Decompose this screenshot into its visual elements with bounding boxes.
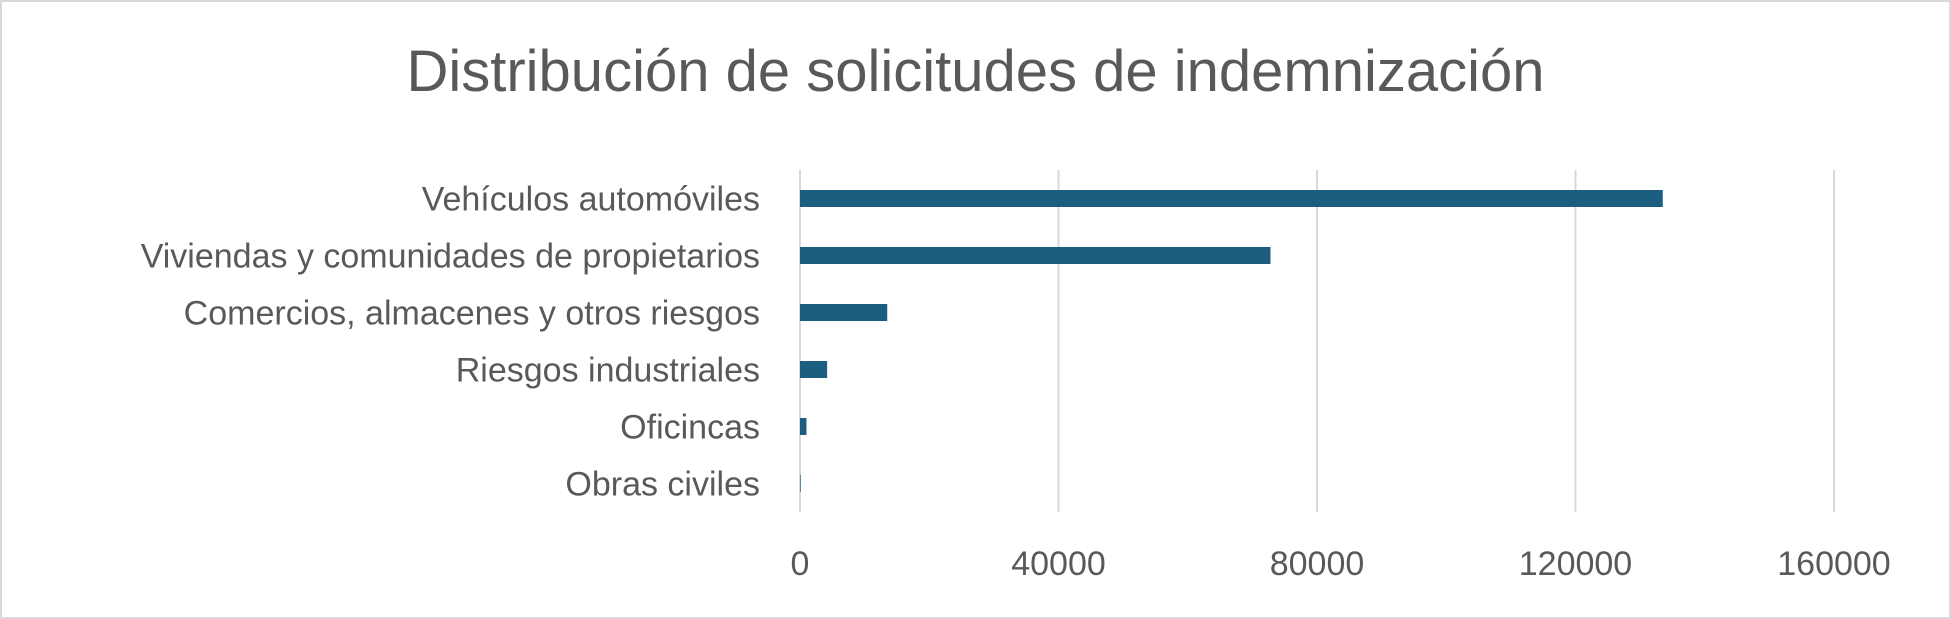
x-tick-label: 0 xyxy=(791,545,810,583)
x-tick-labels: 0 40000 80000 120000 160000 xyxy=(791,545,1891,583)
x-tick-label: 40000 xyxy=(1011,545,1106,583)
category-label: Viviendas y comunidades de propietarios xyxy=(141,238,760,276)
bar xyxy=(800,418,807,435)
category-label: Obras civiles xyxy=(565,466,760,504)
category-label: Comercios, almacenes y otros riesgos xyxy=(184,295,760,333)
bar xyxy=(800,247,1271,264)
bars xyxy=(800,190,1663,492)
category-label: Riesgos industriales xyxy=(456,352,760,390)
x-tick-label: 80000 xyxy=(1270,545,1365,583)
gridlines xyxy=(799,170,1835,512)
x-tick-label: 120000 xyxy=(1519,545,1632,583)
bar xyxy=(800,475,801,492)
chart-title: Distribución de solicitudes de indemniza… xyxy=(406,39,1545,104)
bar xyxy=(800,361,828,378)
category-label: Oficincas xyxy=(620,409,760,447)
category-label: Vehículos automóviles xyxy=(422,181,760,219)
category-labels: Vehículos automóviles Viviendas y comunid… xyxy=(141,181,760,504)
bar xyxy=(800,190,1663,207)
bar xyxy=(800,304,888,321)
x-tick-label: 160000 xyxy=(1777,545,1890,583)
